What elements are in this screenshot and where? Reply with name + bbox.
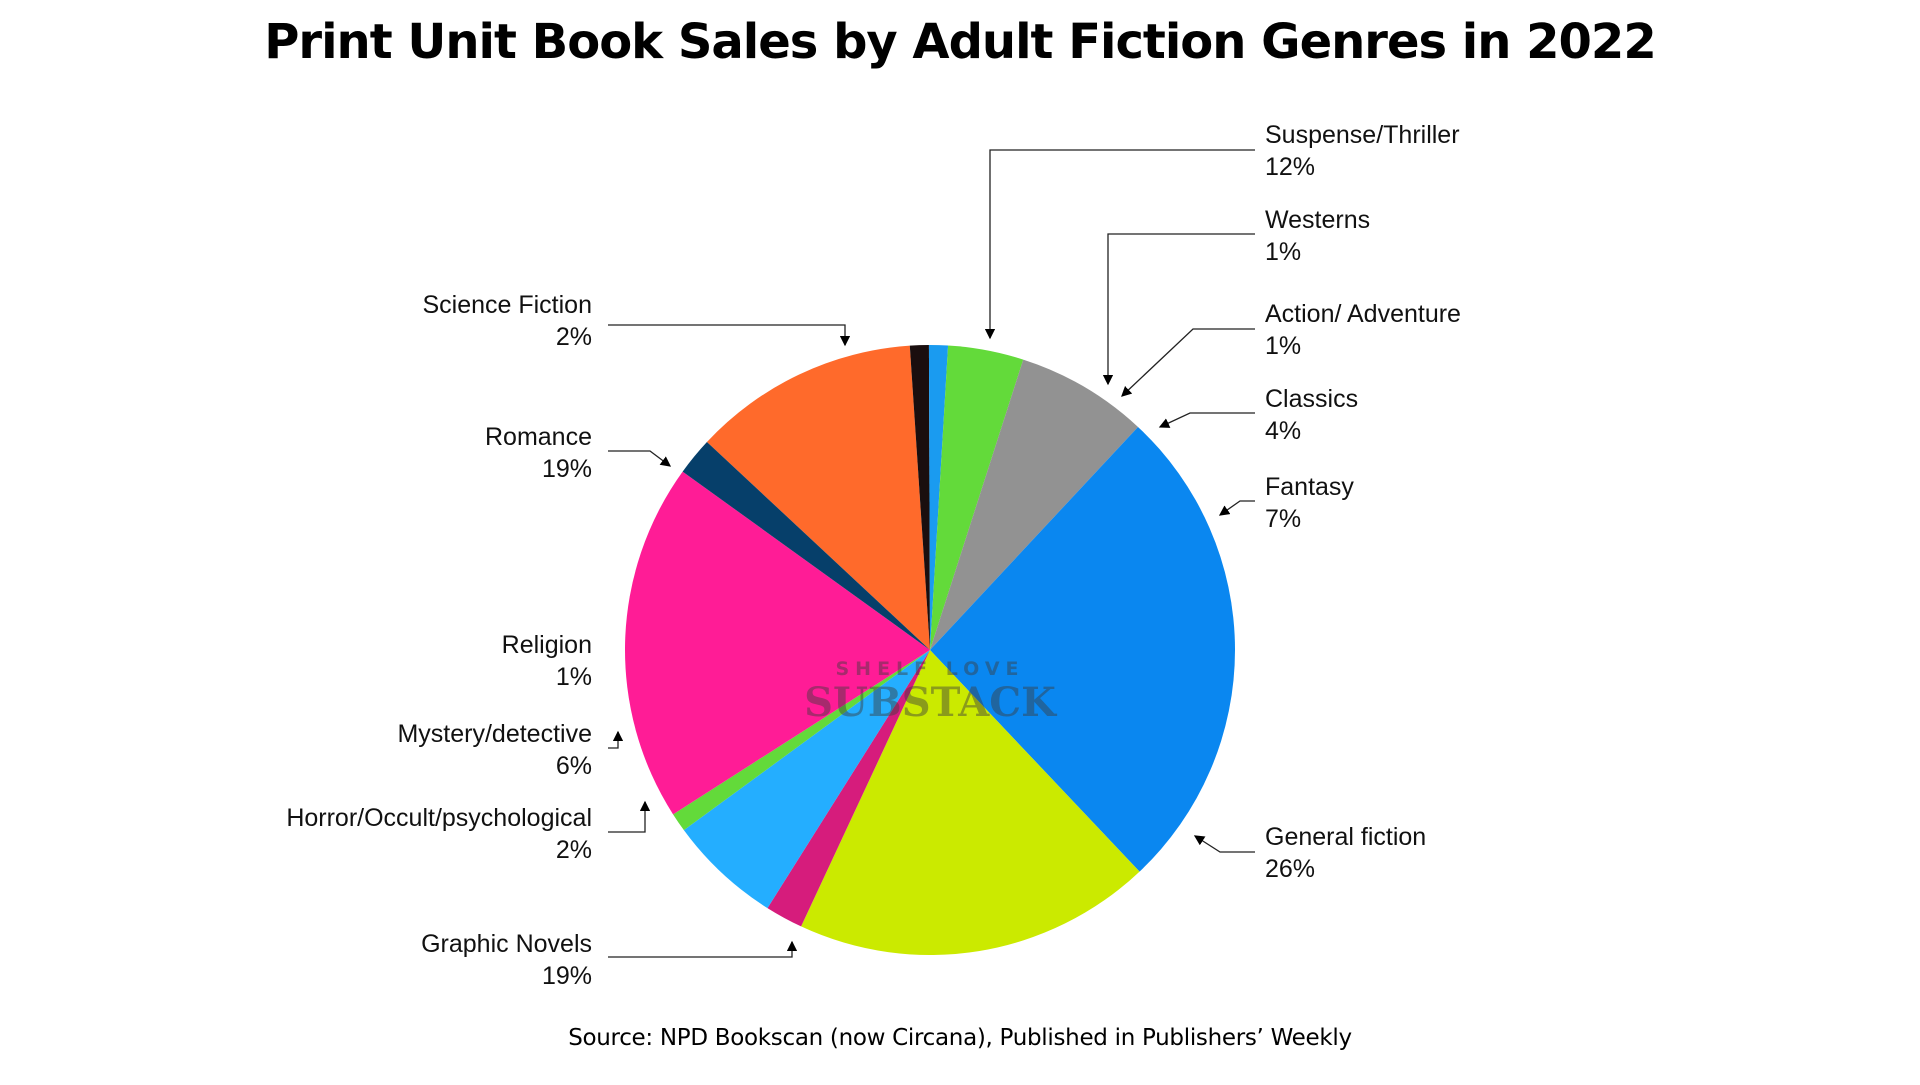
pie-slice-religion	[673, 650, 930, 831]
slice-label-general-fiction: General fiction 26%	[1193, 823, 1426, 883]
slice-label-action-adventure: Action/ Adventure 1%	[1121, 300, 1461, 397]
slice-label-name: Horror/Occult/psychological	[286, 804, 592, 832]
pie-slice-suspense-thriller	[706, 345, 930, 650]
slice-label-name: Graphic Novels	[421, 930, 592, 958]
watermark-top: SHELF LOVE	[835, 658, 1024, 680]
chart-title: Print Unit Book Sales by Adult Fiction G…	[264, 14, 1656, 70]
slice-label-name: Mystery/detective	[397, 720, 592, 748]
pie-slice-horror-occult-psychological	[767, 650, 930, 927]
pie-slice-action-adventure	[928, 344, 949, 650]
slice-label-graphic-novels: Graphic Novels 19%	[421, 930, 798, 990]
slice-label-name: Science Fiction	[422, 291, 592, 319]
slice-label-name: Religion	[502, 631, 592, 659]
slice-label-percent: 26%	[1265, 855, 1315, 883]
pie-slice-classics	[930, 345, 1024, 650]
slice-label-percent: 7%	[1265, 505, 1301, 533]
slice-label-percent: 2%	[556, 323, 592, 351]
pie-slices	[625, 344, 1236, 955]
slice-label-percent: 12%	[1265, 153, 1315, 181]
pie-slice-science-fiction	[682, 441, 930, 650]
slice-label-classics: Classics 4%	[1158, 385, 1358, 445]
slice-label-westerns: Westerns 1%	[1102, 206, 1370, 386]
slice-label-percent: 19%	[542, 962, 592, 990]
slice-label-percent: 4%	[1265, 417, 1301, 445]
slice-connector-line	[1102, 233, 1255, 386]
slice-label-name: Romance	[485, 423, 592, 451]
slice-label-suspense-thriller: Suspense/Thriller 12%	[984, 121, 1460, 340]
slice-connector-line	[1193, 835, 1255, 853]
slice-label-mystery-detective: Mystery/detective 6%	[397, 720, 624, 780]
slice-label-percent: 1%	[1265, 332, 1301, 360]
slice-connector-line	[608, 450, 672, 467]
slice-connector-line	[1158, 412, 1255, 428]
slice-label-percent: 2%	[556, 836, 592, 864]
slice-connector-line	[608, 940, 798, 958]
slice-connector-line	[608, 730, 624, 749]
slice-label-percent: 6%	[556, 752, 592, 780]
slice-connector-line	[608, 324, 851, 347]
slice-label-name: Suspense/Thriller	[1265, 121, 1460, 149]
slice-connector-line	[1218, 500, 1255, 516]
slice-connector-line	[608, 800, 651, 833]
slice-label-horror-occult-psychological: Horror/Occult/psychological 2%	[286, 800, 651, 864]
pie-slice-graphic-novels	[801, 650, 1140, 955]
watermark-bottom: SUBSTACK	[804, 679, 1057, 726]
slice-label-romance: Romance 19%	[485, 423, 672, 483]
slice-label-name: Classics	[1265, 385, 1358, 413]
pie-slice-fantasy	[930, 359, 1139, 650]
source-note: Source: NPD Bookscan (now Circana), Publ…	[568, 1025, 1352, 1051]
slice-label-religion: Religion 1%	[502, 631, 592, 691]
slice-label-name: Fantasy	[1265, 473, 1354, 501]
slice-connector-line	[1121, 328, 1255, 397]
slice-connector-line	[984, 149, 1255, 340]
slice-label-name: Action/ Adventure	[1265, 300, 1461, 328]
slice-label-percent: 19%	[542, 455, 592, 483]
pie-slice-westerns	[909, 345, 930, 650]
pie-slice-romance	[625, 471, 930, 815]
pie-slice-mystery-detective	[683, 650, 930, 909]
slice-label-percent: 1%	[1265, 238, 1301, 266]
slice-label-fantasy: Fantasy 7%	[1218, 473, 1354, 533]
slice-label-name: Westerns	[1265, 206, 1370, 234]
slice-label-science-fiction: Science Fiction 2%	[422, 291, 851, 351]
slice-label-percent: 1%	[556, 663, 592, 691]
pie-slice-general-fiction	[930, 426, 1236, 872]
slice-label-name: General fiction	[1265, 823, 1426, 851]
